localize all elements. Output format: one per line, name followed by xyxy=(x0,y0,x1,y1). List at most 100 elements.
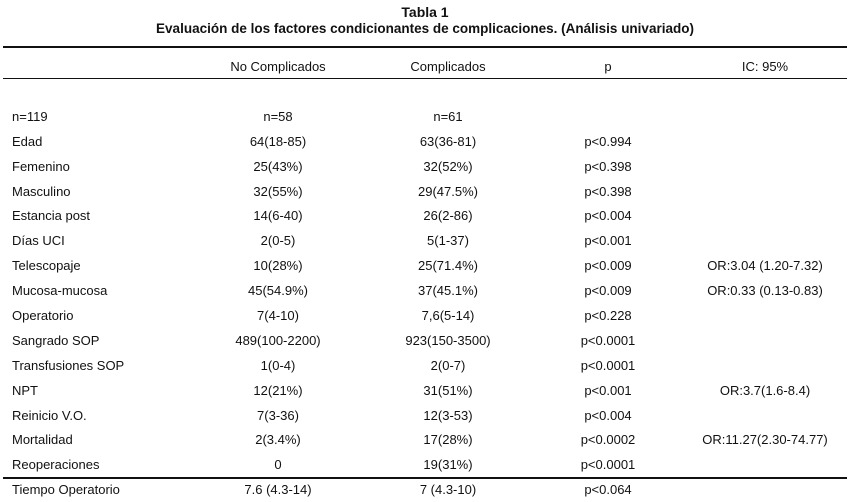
ic-value xyxy=(683,452,847,477)
p-value: p<0.0001 xyxy=(580,357,636,373)
p-value xyxy=(533,104,683,129)
no-complicados-value: 2(0-5) xyxy=(260,233,296,249)
p-value: p<0.228 xyxy=(584,307,632,323)
row-label: Mucosa-mucosa xyxy=(12,283,108,299)
no-complicados-value: 7(4-10) xyxy=(257,307,299,323)
complicados-value: 32(52%) xyxy=(423,158,473,174)
no-complicados-value: 7(3-36) xyxy=(257,407,299,423)
table-row: Tiempo Operatorio 7.6 (4.3-14) 7 (4.3-10) p… xyxy=(3,477,847,502)
no-complicados-value: 25(43%) xyxy=(253,158,303,174)
no-complicados-value: 32(55%) xyxy=(253,183,303,199)
ic-value xyxy=(683,303,847,328)
bottom-rule xyxy=(3,477,847,479)
table-row: Transfusiones SOP 1(0-4) 2(0-7) p<0.0001 xyxy=(3,353,847,378)
complicados-value: 37(45.1%) xyxy=(418,283,478,299)
ic-value xyxy=(683,129,847,154)
no-complicados-value: 12(21%) xyxy=(253,382,303,398)
ic-value xyxy=(683,328,847,353)
row-label: Femenino xyxy=(12,158,70,174)
table-row: Femenino 25(43%) 32(52%) p<0.398 xyxy=(3,154,847,179)
table-row: Sangrado SOP 489(100-2200) 923(150-3500) p<… xyxy=(3,328,847,353)
header-cell-p: p xyxy=(604,59,612,74)
p-value: p<0.004 xyxy=(584,208,632,224)
no-complicados-value: 45(54.9%) xyxy=(248,283,308,299)
header-cell-no-complicados: No Complicados xyxy=(230,59,326,74)
table-row: Días UCI 2(0-5) 5(1-37) p<0.001 xyxy=(3,228,847,253)
ic-value xyxy=(683,154,847,179)
table-page: Tabla 1 Evaluación de los factores condi… xyxy=(3,4,847,497)
complicados-value: 29(47.5%) xyxy=(418,183,478,199)
complicados-value: 923(150-3500) xyxy=(405,332,491,348)
complicados-value: 26(2-86) xyxy=(423,208,473,224)
p-value: p<0.009 xyxy=(584,258,632,274)
ic-value xyxy=(683,104,847,129)
row-label: Sangrado SOP xyxy=(12,332,100,348)
spacer-row xyxy=(3,79,847,104)
top-rule xyxy=(3,46,847,48)
ic-value xyxy=(683,353,847,378)
complicados-value: 63(36-81) xyxy=(419,133,477,149)
p-value: p<0.0001 xyxy=(580,332,636,348)
no-complicados-value: 0 xyxy=(274,457,282,473)
table-row: Mucosa-mucosa 45(54.9%) 37(45.1%) p<0.009 OR… xyxy=(3,278,847,303)
table-row: Mortalidad 2(3.4%) 17(28%) p<0.0002 OR:11.27… xyxy=(3,427,847,452)
ic-value xyxy=(683,403,847,428)
row-label: Reinicio V.O. xyxy=(12,407,87,423)
table-subtitle: Evaluación de los factores condicionante… xyxy=(156,21,694,36)
header-cell-ic: IC: 95% xyxy=(741,59,789,74)
header-cell-complicados: Complicados xyxy=(410,59,486,74)
ic-value xyxy=(683,228,847,253)
row-label: Reoperaciones xyxy=(12,457,100,473)
no-complicados-value: 10(28%) xyxy=(253,258,303,274)
complicados-value: 19(31%) xyxy=(423,457,473,473)
header-rule xyxy=(3,78,847,79)
p-value: p<0.001 xyxy=(584,382,632,398)
p-value: p<0.001 xyxy=(584,233,632,249)
row-label: Mortalidad xyxy=(12,432,73,448)
row-label: Transfusiones SOP xyxy=(12,357,125,373)
ic-value xyxy=(683,203,847,228)
p-value: p<0.398 xyxy=(584,158,632,174)
table-row: Masculino 32(55%) 29(47.5%) p<0.398 xyxy=(3,179,847,204)
no-complicados-value: 7.6 (4.3-14) xyxy=(244,482,312,498)
complicados-value: 31(51%) xyxy=(423,382,473,398)
ic-value: OR:3.7(1.6-8.4) xyxy=(719,382,811,398)
table-row: Estancia post 14(6-40) 26(2-86) p<0.004 xyxy=(3,203,847,228)
row-label: Telescopaje xyxy=(12,258,81,274)
no-complicados-value: 489(100-2200) xyxy=(235,332,321,348)
row-label: Tiempo Operatorio xyxy=(12,482,120,498)
row-label: NPT xyxy=(12,382,38,398)
header-row: No Complicados Complicados p IC: 95% xyxy=(3,54,847,79)
complicados-value: 25(71.4%) xyxy=(418,258,478,274)
complicados-value: 2(0-7) xyxy=(430,357,466,373)
row-label: Edad xyxy=(12,133,43,149)
no-complicados-value: 64(18-85) xyxy=(249,133,307,149)
ic-value xyxy=(683,179,847,204)
p-value: p<0.009 xyxy=(584,283,632,299)
no-complicados-value: n=58 xyxy=(263,108,293,124)
no-complicados-value: 14(6-40) xyxy=(253,208,303,224)
p-value: p<0.994 xyxy=(584,133,632,149)
row-label: n=119 xyxy=(12,108,48,124)
ic-value: OR:3.04 (1.20-7.32) xyxy=(707,258,823,274)
complicados-value: 5(1-37) xyxy=(427,233,469,249)
header-cell-label xyxy=(3,54,193,79)
table-row: NPT 12(21%) 31(51%) p<0.001 OR:3.7(1.6-8.4) xyxy=(3,378,847,403)
ic-value xyxy=(683,477,847,502)
row-label: Estancia post xyxy=(12,208,91,224)
ic-value: OR:11.27(2.30-74.77) xyxy=(702,432,828,448)
p-value: p<0.004 xyxy=(584,407,632,423)
complicados-value: 7,6(5-14) xyxy=(421,307,475,323)
table-row: n=119 n=58 n=61 xyxy=(3,104,847,129)
complicados-value: 17(28%) xyxy=(423,432,473,448)
p-value: p<0.0001 xyxy=(580,457,636,473)
row-label: Operatorio xyxy=(12,307,74,323)
complicados-value: 12(3-53) xyxy=(423,407,473,423)
row-label: Días UCI xyxy=(12,233,65,249)
table-row: Operatorio 7(4-10) 7,6(5-14) p<0.228 xyxy=(3,303,847,328)
table-row: Edad 64(18-85) 63(36-81) p<0.994 xyxy=(3,129,847,154)
complicados-value: 7 (4.3-10) xyxy=(419,482,477,498)
table-body: n=119 n=58 n=61 Edad 64(18-85) 63(36-81) p<0.9… xyxy=(3,79,847,502)
p-value: p<0.064 xyxy=(584,482,632,498)
complicados-value: n=61 xyxy=(433,108,463,124)
